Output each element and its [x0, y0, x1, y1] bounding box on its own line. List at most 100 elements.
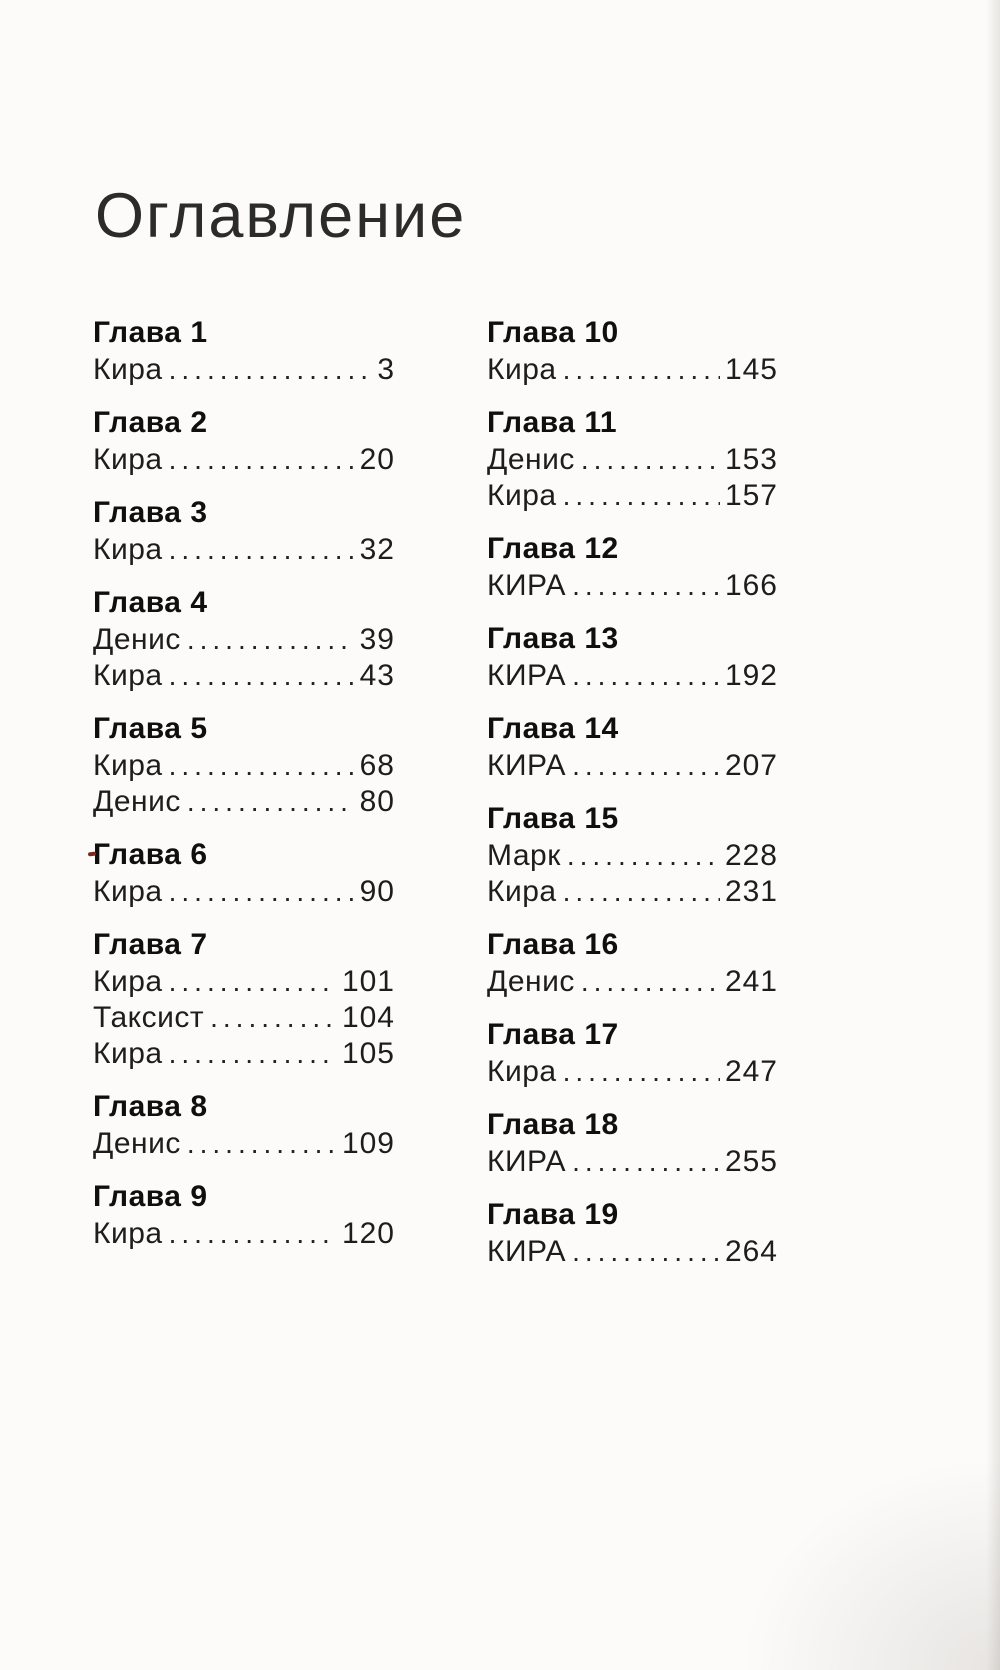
toc-entry: Кира ...................................… [487, 478, 778, 514]
entry-name: Денис [93, 623, 181, 656]
chapter-heading: Глава 16 [487, 928, 619, 961]
entry-page-number: 207 [724, 749, 778, 782]
toc-chapter: Глава 14 КИРА ..........................… [487, 710, 778, 784]
toc-entry: Кира ...................................… [487, 352, 778, 388]
toc-entry: КИРА ...................................… [487, 1144, 778, 1180]
chapter-heading: Глава 10 [487, 316, 619, 349]
dot-leader: ........................................… [562, 480, 720, 511]
entry-page-number: 145 [724, 353, 778, 386]
entry-page-number: 68 [359, 749, 395, 782]
dot-leader: ........................................… [168, 1218, 337, 1249]
entry-page-number: 43 [359, 659, 395, 692]
chapter-heading: Глава 1 [93, 316, 208, 349]
toc-entry: Кира ...................................… [93, 1036, 395, 1072]
toc-chapter: Глава 4 Денис ..........................… [93, 584, 395, 694]
entry-page-number: 105 [341, 1037, 395, 1070]
entry-page-number: 153 [724, 443, 778, 476]
dot-leader: ........................................… [168, 444, 355, 475]
toc-entry: Денис ..................................… [487, 964, 778, 1000]
toc-entry: КИРА ...................................… [487, 568, 778, 604]
dot-leader: ........................................… [186, 786, 355, 817]
entry-page-number: 255 [724, 1145, 778, 1178]
dot-leader: ........................................… [572, 570, 720, 601]
toc-chapter: Глава 6 Кира ...........................… [93, 836, 395, 910]
toc-chapter: Глава 8 Денис ..........................… [93, 1088, 395, 1162]
chapter-heading: Глава 13 [487, 622, 619, 655]
dot-leader: ........................................… [168, 750, 355, 781]
dot-leader: ........................................… [562, 354, 720, 385]
entry-name: Кира [487, 875, 557, 908]
toc-entry: Кира ...................................… [487, 1054, 778, 1090]
page-title: Оглавление [95, 181, 467, 251]
chapter-heading: Глава 19 [487, 1198, 619, 1231]
toc-entry: КИРА ...................................… [487, 748, 778, 784]
dot-leader: ........................................… [186, 1128, 337, 1159]
toc-entry: Кира ...................................… [93, 748, 395, 784]
entry-page-number: 166 [724, 569, 778, 602]
toc-entry: Таксист ................................… [93, 1000, 395, 1036]
entry-name: Денис [487, 443, 575, 476]
entry-name: Кира [487, 479, 557, 512]
toc-entry: Кира ...................................… [93, 964, 395, 1000]
toc-entry: Денис ..................................… [93, 784, 395, 820]
entry-page-number: 157 [724, 479, 778, 512]
toc-chapter: Глава 19 КИРА ..........................… [487, 1196, 778, 1270]
dot-leader: ........................................… [168, 1038, 337, 1069]
dot-leader: ........................................… [580, 966, 720, 997]
entry-page-number: 90 [359, 875, 395, 908]
toc-chapter: Глава 5 Кира ...........................… [93, 710, 395, 820]
entry-name: Кира [93, 659, 163, 692]
dot-leader: ........................................… [168, 876, 355, 907]
entry-name: Денис [93, 785, 181, 818]
entry-page-number: 3 [377, 353, 395, 386]
chapter-heading: Глава 3 [93, 496, 208, 529]
entry-page-number: 231 [724, 875, 778, 908]
toc-entry: Кира ...................................… [93, 1216, 395, 1252]
entry-page-number: 80 [359, 785, 395, 818]
toc-entry: Денис ..................................… [93, 622, 395, 658]
chapter-heading: Глава 8 [93, 1090, 208, 1123]
entry-name: КИРА [487, 1235, 567, 1268]
chapter-heading: Глава 14 [487, 712, 619, 745]
entry-name: Кира [93, 749, 163, 782]
entry-name: Денис [487, 965, 575, 998]
dot-leader: ........................................… [168, 354, 373, 385]
entry-name: Марк [487, 839, 561, 872]
entry-name: КИРА [487, 569, 567, 602]
entry-page-number: 109 [341, 1127, 395, 1160]
dot-leader: ........................................… [572, 750, 720, 781]
toc-chapter: Глава 18 КИРА ..........................… [487, 1106, 778, 1180]
entry-name: Таксист [93, 1001, 205, 1034]
toc-entry: Кира ...................................… [93, 874, 395, 910]
chapter-heading: Глава 2 [93, 406, 208, 439]
toc-chapter: Глава 12 КИРА ..........................… [487, 530, 778, 604]
dot-leader: ........................................… [572, 660, 720, 691]
toc-chapter: Глава 7 Кира ...........................… [93, 926, 395, 1072]
entry-name: Кира [487, 1055, 557, 1088]
toc-column-left: Глава 1 Кира ...........................… [93, 314, 395, 1268]
entry-page-number: 32 [359, 533, 395, 566]
chapter-heading: Глава 15 [487, 802, 619, 835]
entry-name: Кира [93, 353, 163, 386]
entry-name: Кира [93, 443, 163, 476]
dot-leader: ........................................… [572, 1236, 720, 1267]
entry-page-number: 264 [724, 1235, 778, 1268]
dot-leader: ........................................… [562, 876, 720, 907]
dot-leader: ........................................… [186, 624, 355, 655]
chapter-heading: Глава 12 [487, 532, 619, 565]
toc-entry: Кира ...................................… [93, 442, 395, 478]
chapter-heading: Глава 9 [93, 1180, 208, 1213]
chapter-heading: Глава 6 [93, 838, 208, 871]
entry-name: Кира [487, 353, 557, 386]
toc-chapter: Глава 9 Кира ...........................… [93, 1178, 395, 1252]
chapter-heading: Глава 7 [93, 928, 208, 961]
entry-name: Кира [93, 1037, 163, 1070]
entry-name: КИРА [487, 749, 567, 782]
entry-page-number: 228 [724, 839, 778, 872]
entry-name: Кира [93, 875, 163, 908]
entry-name: КИРА [487, 1145, 567, 1178]
toc-entry: Денис ..................................… [487, 442, 778, 478]
toc-entry: Кира ...................................… [93, 532, 395, 568]
entry-page-number: 20 [359, 443, 395, 476]
entry-name: Денис [93, 1127, 181, 1160]
